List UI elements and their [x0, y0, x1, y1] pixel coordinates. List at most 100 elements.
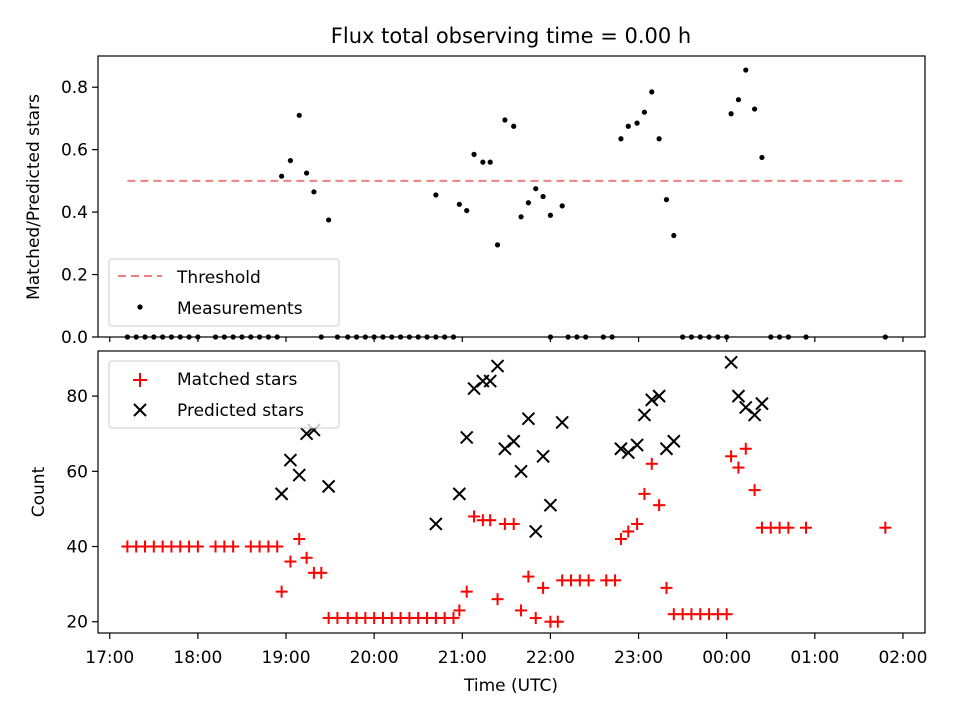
predicted-star-point — [652, 389, 666, 403]
top-y-axis-label: Matched/Predicted stars — [24, 94, 44, 300]
matched-star-point — [645, 457, 658, 470]
matched-star-point — [660, 581, 673, 594]
predicted-star-mark-b — [299, 427, 314, 441]
matched-star-point — [315, 566, 328, 579]
predicted-star-mark-b — [452, 487, 467, 501]
matched-star-point — [739, 442, 752, 455]
matched-star-point — [638, 487, 651, 500]
matched-star-point — [284, 555, 297, 568]
predicted-star-mark-b — [747, 408, 762, 422]
top-plot-panel: 0.00.20.40.60.8 Matched/Predicted stars … — [24, 55, 926, 348]
predicted-star-mark-b — [459, 430, 474, 445]
bottom-legend: Matched stars Predicted stars — [108, 360, 340, 429]
predicted-star-mark-b — [292, 468, 306, 482]
predicted-star-mark-b — [274, 487, 289, 501]
predicted-star-mark-b — [283, 453, 298, 467]
measurement-point — [471, 151, 477, 157]
matched-star-point — [622, 525, 635, 538]
predicted-star-point — [452, 487, 467, 501]
measurement-point — [303, 170, 310, 176]
matched-star-point — [447, 611, 460, 624]
measurement-point — [743, 67, 749, 73]
x-tick-label: 00:00 — [702, 648, 751, 668]
matched-star-point — [460, 585, 473, 598]
measurement-point — [326, 217, 332, 223]
top-plot-frame — [97, 55, 926, 338]
measurement-point — [671, 232, 677, 239]
top-y-tick-label: 0.0 — [61, 328, 88, 348]
predicted-star-mark-b — [514, 464, 528, 479]
predicted-star-point — [637, 408, 652, 422]
measurement-point — [296, 112, 302, 118]
measurement-point — [641, 109, 648, 115]
predicted-star-mark-b — [555, 415, 569, 430]
predicted-star-mark-b — [667, 434, 681, 448]
predicted-star-point — [283, 453, 298, 467]
x-axis-label: Time (UTC) — [463, 676, 558, 696]
predicted-star-mark-b — [630, 438, 644, 452]
predicted-star-point — [483, 374, 497, 388]
top-y-tick-label: 0.2 — [61, 266, 88, 286]
measurement-point — [625, 123, 631, 129]
predicted-star-mark-b — [529, 524, 543, 539]
predicted-star-point — [645, 393, 659, 407]
x-tick-label: 01:00 — [790, 648, 839, 668]
matched-star-point — [293, 533, 306, 545]
measurement-point — [525, 200, 531, 206]
measurement-point — [752, 106, 758, 112]
matched-star-point — [468, 510, 481, 523]
predicted-star-mark-b — [429, 517, 443, 531]
matched-star-point — [653, 499, 666, 512]
measurement-point — [618, 136, 624, 142]
matched-star-point — [331, 611, 344, 624]
bottom-legend-box — [108, 360, 340, 429]
bottom-y-tick-label: 80 — [66, 387, 88, 407]
predicted-star-mark-b — [483, 374, 497, 388]
matched-star-point — [515, 604, 528, 617]
top-legend: Threshold Measurements — [108, 258, 340, 327]
predicted-star-point — [429, 517, 443, 531]
measurement-point — [311, 189, 317, 195]
predicted-star-point — [529, 524, 543, 539]
measurement-point — [634, 120, 640, 126]
matched-star-point — [507, 517, 520, 530]
measurement-point — [511, 123, 517, 129]
top-y-axis: 0.0 0.2 0.4 0.6 0.8 — [61, 78, 98, 348]
measurement-point — [533, 186, 539, 192]
predicted-star-point — [747, 408, 762, 422]
predicted-star-point — [490, 359, 505, 373]
measurement-point — [279, 173, 285, 179]
predicted-star-point — [521, 411, 536, 426]
predicted-star-mark-b — [637, 408, 652, 422]
matched-star-point — [537, 581, 550, 594]
matched-star-point — [631, 517, 644, 530]
matched-star-point — [529, 611, 542, 624]
top-y-tick-label: 0.4 — [61, 203, 88, 223]
bottom-y-axis-label: Count — [29, 466, 49, 517]
measurement-point — [559, 203, 565, 209]
measurement-point — [456, 201, 462, 207]
x-tick-label: 22:00 — [526, 648, 575, 668]
measurement-point — [759, 154, 765, 161]
predicted-star-point — [459, 430, 474, 445]
matched-star-point — [720, 608, 733, 621]
predicted-star-mark-b — [614, 442, 628, 456]
predicted-star-point — [514, 464, 528, 479]
matched-star-point — [491, 593, 504, 606]
bottom-y-tick-label: 60 — [66, 462, 88, 482]
x-tick-label: 18:00 — [173, 648, 222, 668]
predicted-star-point — [667, 434, 681, 448]
predicted-star-mark-b — [506, 434, 521, 448]
matched-star-point — [614, 533, 627, 545]
predicted-star-mark-b — [521, 411, 536, 426]
legend-predicted-label: Predicted stars — [177, 401, 304, 421]
predicted-star-point — [724, 355, 738, 369]
matched-star-point — [782, 521, 795, 534]
top-y-tick-label: 0.8 — [61, 78, 88, 98]
measurement-point — [663, 197, 670, 203]
predicted-star-point — [555, 415, 569, 430]
predicted-star-point — [292, 468, 306, 482]
matched-star-point — [609, 574, 622, 587]
